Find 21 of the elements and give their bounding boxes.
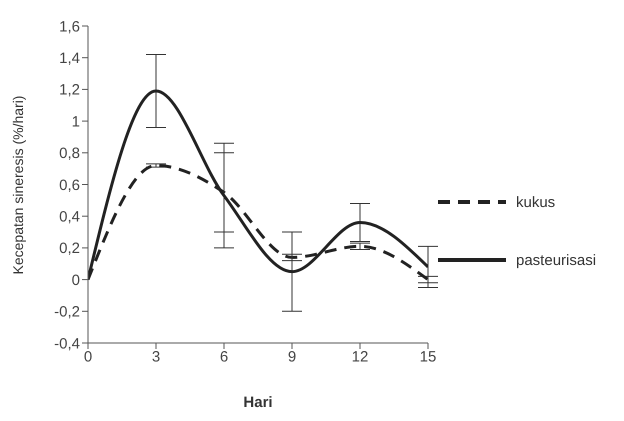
legend-label: kukus xyxy=(516,194,556,210)
y-tick-label: 1,6 xyxy=(59,18,80,36)
y-tick-label: 0,2 xyxy=(59,240,80,258)
y-tick-label: 1 xyxy=(72,113,80,130)
y-tick-label: 1,2 xyxy=(59,82,80,99)
x-tick-label: 9 xyxy=(288,348,296,366)
x-tick-label: 6 xyxy=(220,348,228,366)
x-tick-label: 12 xyxy=(352,348,368,366)
legend-label: pasteurisasi xyxy=(516,252,596,268)
y-tick-label: 0 xyxy=(72,272,80,289)
x-axis-title: Hari xyxy=(243,394,273,411)
x-tick-label: 15 xyxy=(420,348,436,366)
y-tick-label: 0,4 xyxy=(59,208,80,226)
y-tick-label: -0,2 xyxy=(54,304,80,321)
y-axis-title: Kecepatan sineresis (%/hari) xyxy=(10,96,26,274)
x-tick-label: 0 xyxy=(84,348,92,366)
x-tick-label: 3 xyxy=(152,348,160,366)
y-tick-label: 0,6 xyxy=(59,176,80,194)
y-tick-label: 0,8 xyxy=(59,145,80,162)
y-tick-label: 1,4 xyxy=(59,50,80,68)
y-tick-label: -0,4 xyxy=(54,335,80,352)
